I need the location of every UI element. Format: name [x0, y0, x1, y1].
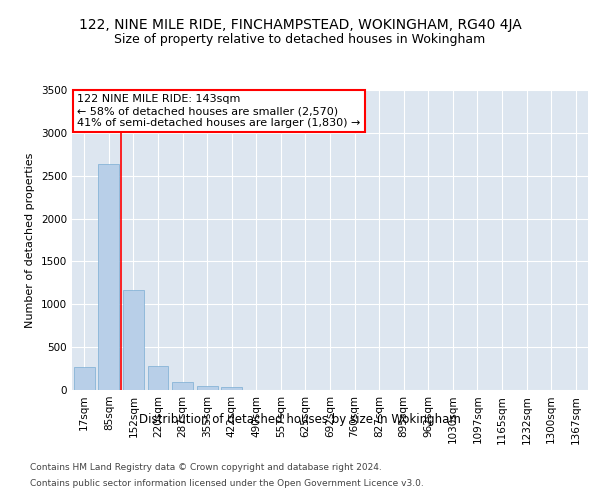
Text: Contains HM Land Registry data © Crown copyright and database right 2024.: Contains HM Land Registry data © Crown c…: [30, 464, 382, 472]
Y-axis label: Number of detached properties: Number of detached properties: [25, 152, 35, 328]
Text: 122 NINE MILE RIDE: 143sqm
← 58% of detached houses are smaller (2,570)
41% of s: 122 NINE MILE RIDE: 143sqm ← 58% of deta…: [77, 94, 361, 128]
Bar: [148, 366, 169, 390]
Bar: [172, 382, 193, 390]
Text: Distribution of detached houses by size in Wokingham: Distribution of detached houses by size …: [139, 412, 461, 426]
Text: 122, NINE MILE RIDE, FINCHAMPSTEAD, WOKINGHAM, RG40 4JA: 122, NINE MILE RIDE, FINCHAMPSTEAD, WOKI…: [79, 18, 521, 32]
Text: Contains public sector information licensed under the Open Government Licence v3: Contains public sector information licen…: [30, 478, 424, 488]
Text: Size of property relative to detached houses in Wokingham: Size of property relative to detached ho…: [115, 32, 485, 46]
Bar: [221, 387, 242, 390]
Bar: [197, 386, 218, 390]
Bar: [98, 164, 119, 390]
Bar: [74, 367, 95, 390]
Bar: [123, 290, 144, 390]
